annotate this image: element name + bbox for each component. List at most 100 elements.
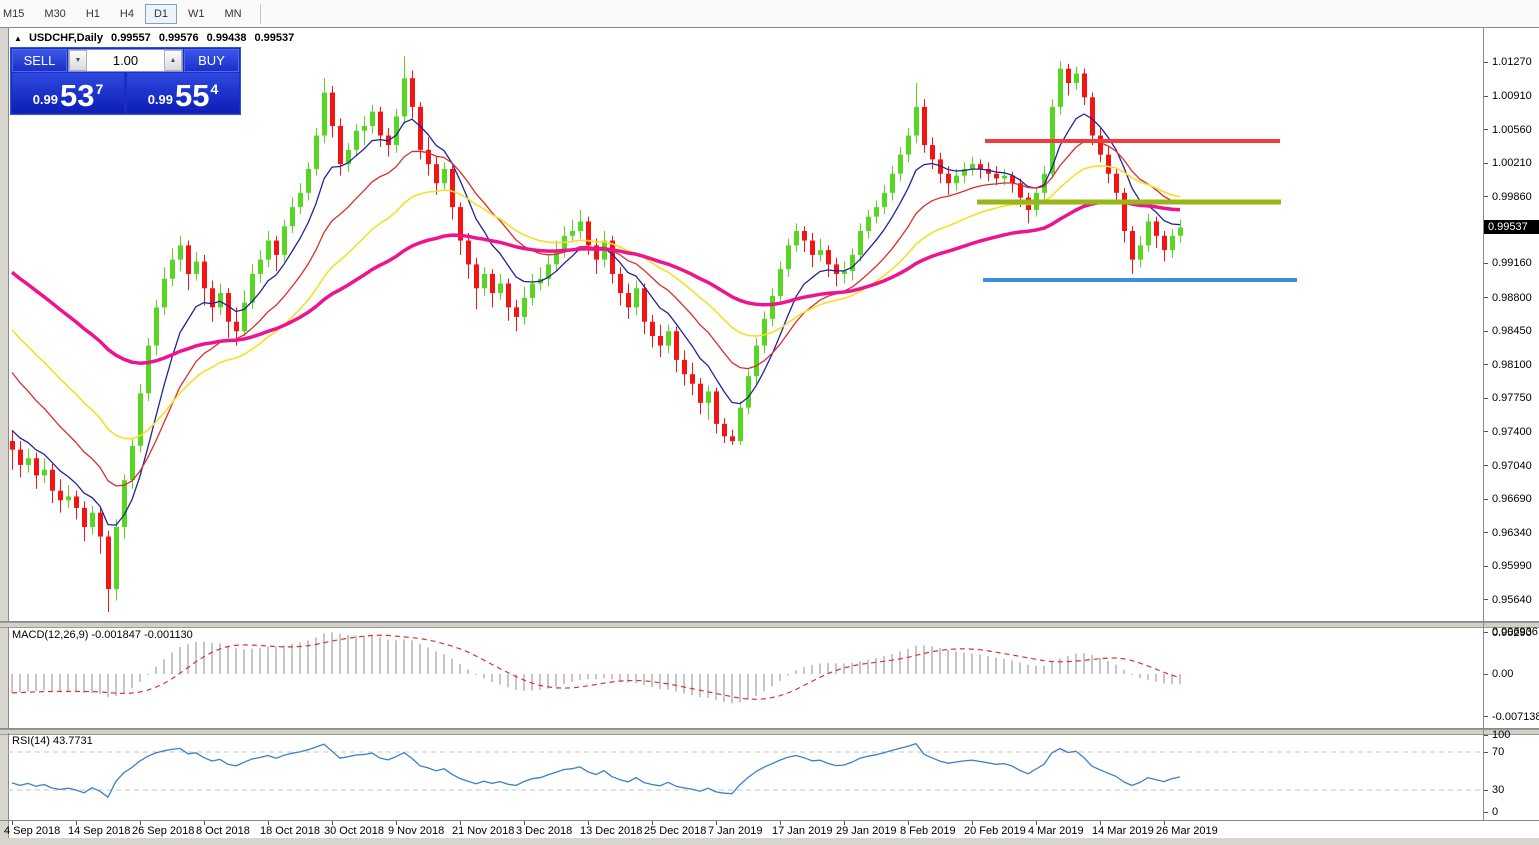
toolbar-divider bbox=[259, 3, 261, 24]
toolbar-border bbox=[0, 27, 1539, 28]
price-axis-label: 0.95290 bbox=[1492, 626, 1532, 639]
price-axis-tick bbox=[1484, 397, 1488, 399]
timeframe-button-m30[interactable]: M30 bbox=[35, 4, 74, 24]
date-axis-label: 14 Mar 2019 bbox=[1092, 825, 1154, 837]
timeframe-button-mn[interactable]: MN bbox=[216, 4, 251, 24]
date-axis-label: 18 Oct 2018 bbox=[260, 825, 320, 837]
price-axis-tick bbox=[1484, 330, 1488, 332]
macd-pane-splitter[interactable] bbox=[0, 622, 1539, 628]
current-price-tag: 0.99537 bbox=[1484, 220, 1539, 235]
slow-ma-line[interactable] bbox=[11, 165, 1181, 440]
date-axis-tick bbox=[908, 821, 909, 825]
price-axis-label: 0.98100 bbox=[1492, 358, 1532, 371]
rsi-indicator-label: RSI(14) 43.7731 bbox=[12, 735, 93, 747]
long-ma-line[interactable] bbox=[10, 199, 1181, 365]
ohlc-toggle-icon[interactable]: ▲ bbox=[14, 34, 22, 43]
macd-axis-tick bbox=[1484, 631, 1488, 633]
macd-indicator-label: MACD(12,26,9) -0.001847 -0.001130 bbox=[12, 629, 193, 641]
buy-price-big: 55 bbox=[175, 78, 210, 113]
buy-button[interactable]: BUY bbox=[184, 49, 239, 72]
date-axis-label: 29 Jan 2019 bbox=[836, 825, 897, 837]
volume-increase-button[interactable]: ▲ bbox=[164, 50, 182, 71]
price-axis-tick bbox=[1484, 565, 1488, 567]
price-axis-label: 0.95990 bbox=[1492, 560, 1532, 573]
rsi-pane-splitter[interactable] bbox=[0, 729, 1539, 735]
date-axis-label: 7 Jan 2019 bbox=[708, 825, 763, 837]
price-axis-label: 0.97750 bbox=[1492, 392, 1532, 405]
price-axis-tick bbox=[1484, 364, 1488, 366]
rsi-axis-label: 70 bbox=[1492, 746, 1505, 758]
rsi-axis-tick bbox=[1484, 751, 1488, 753]
sell-button[interactable]: SELL bbox=[12, 49, 67, 72]
date-axis-label: 9 Nov 2018 bbox=[388, 825, 445, 837]
date-axis-tick bbox=[76, 821, 77, 825]
date-axis-tick bbox=[12, 821, 13, 825]
macd-axis-label: 0.006936 bbox=[1492, 626, 1538, 639]
price-axis-label: 1.00210 bbox=[1492, 157, 1532, 170]
price-axis-tick bbox=[1484, 262, 1488, 264]
date-axis-label: 4 Sep 2018 bbox=[4, 825, 61, 837]
window-bottom-frame bbox=[0, 838, 1539, 845]
timeframe-toolbar: M15 M30 H1 H4 D1 W1 MN bbox=[0, 0, 1539, 28]
price-axis-label: 0.99160 bbox=[1492, 257, 1532, 270]
price-axis-tick bbox=[1484, 95, 1488, 97]
chevron-down-icon: ▼ bbox=[74, 57, 82, 64]
timeframe-button-h1[interactable]: H1 bbox=[77, 4, 109, 24]
date-axis-tick bbox=[716, 821, 717, 825]
rsi-chart[interactable] bbox=[0, 733, 1484, 820]
date-axis-tick bbox=[1036, 821, 1037, 825]
date-axis-tick bbox=[780, 821, 781, 825]
macd-chart[interactable] bbox=[0, 627, 1484, 729]
price-axis-label: 0.97040 bbox=[1492, 459, 1532, 472]
rsi-axis-tick bbox=[1484, 734, 1488, 736]
date-axis-border bbox=[0, 820, 1539, 821]
macd-axis-label: 0.00 bbox=[1492, 668, 1514, 680]
ohlc-high: 0.99576 bbox=[158, 32, 199, 44]
price-axis-label: 1.00910 bbox=[1492, 90, 1532, 103]
volume-input[interactable] bbox=[87, 50, 164, 71]
date-axis-tick bbox=[204, 821, 205, 825]
volume-decrease-button[interactable]: ▼ bbox=[69, 50, 87, 71]
price-axis-tick bbox=[1484, 532, 1488, 534]
rsi-line bbox=[11, 742, 1181, 798]
date-axis-label: 26 Sep 2018 bbox=[132, 825, 195, 837]
sell-price-prefix: 0.99 bbox=[32, 92, 59, 107]
date-axis-tick bbox=[652, 821, 653, 825]
sell-price-display[interactable]: 0.99 53 7 bbox=[12, 73, 124, 113]
date-axis-label: 4 Mar 2019 bbox=[1028, 825, 1084, 837]
ohlc-low: 0.99438 bbox=[206, 32, 247, 44]
date-axis-label: 25 Dec 2018 bbox=[644, 825, 707, 837]
date-axis-tick bbox=[396, 821, 397, 825]
date-axis-label: 21 Nov 2018 bbox=[452, 825, 515, 837]
timeframe-button-m15[interactable]: M15 bbox=[0, 4, 33, 24]
timeframe-button-h4[interactable]: H4 bbox=[111, 4, 143, 24]
price-axis-tick bbox=[1484, 632, 1488, 634]
price-axis-tick bbox=[1484, 162, 1488, 164]
medium-ma-line[interactable] bbox=[11, 140, 1181, 487]
price-chart[interactable] bbox=[0, 28, 1484, 622]
date-axis-tick bbox=[588, 821, 589, 825]
price-axis-tick bbox=[1484, 61, 1488, 63]
chevron-up-icon: ▲ bbox=[169, 57, 177, 64]
price-axis-tick bbox=[1484, 465, 1488, 467]
volume-field: ▼ ▲ bbox=[68, 49, 183, 72]
macd-axis-label: -0.007138 bbox=[1492, 710, 1539, 723]
date-axis-tick bbox=[1100, 821, 1101, 825]
price-axis-tick bbox=[1484, 498, 1488, 500]
date-axis-label: 8 Oct 2018 bbox=[196, 825, 250, 837]
sell-price-sup: 7 bbox=[95, 81, 104, 97]
buy-price-display[interactable]: 0.99 55 4 bbox=[127, 73, 239, 113]
price-axis-tick bbox=[1484, 599, 1488, 601]
date-axis-tick bbox=[972, 821, 973, 825]
timeframe-button-w1[interactable]: W1 bbox=[179, 4, 214, 24]
axis-left-border bbox=[1483, 28, 1484, 820]
price-axis-label: 0.98450 bbox=[1492, 325, 1532, 338]
price-axis-label: 0.95640 bbox=[1492, 593, 1532, 606]
price-axis-label: 0.96690 bbox=[1492, 493, 1532, 506]
macd-pane-bottom-border bbox=[0, 728, 1539, 729]
date-axis-label: 13 Dec 2018 bbox=[580, 825, 643, 837]
price-axis-tick bbox=[1484, 129, 1488, 131]
price-axis-label: 1.00560 bbox=[1492, 123, 1532, 136]
timeframe-button-d1[interactable]: D1 bbox=[144, 3, 177, 24]
